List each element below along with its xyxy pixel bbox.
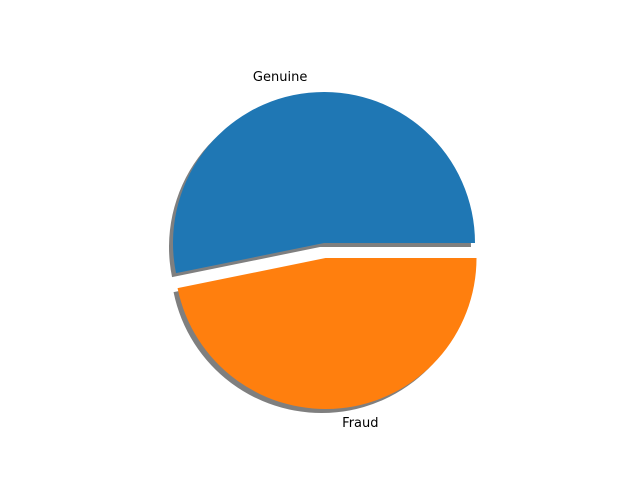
pie-slice-fraud	[177, 258, 477, 410]
pie-slice-genuine	[173, 92, 475, 274]
slice-label-fraud: Fraud	[342, 416, 378, 431]
slice-label-genuine: Genuine	[253, 70, 307, 85]
slice-layer	[173, 92, 477, 410]
label-layer: Genuine Fraud	[253, 70, 379, 431]
